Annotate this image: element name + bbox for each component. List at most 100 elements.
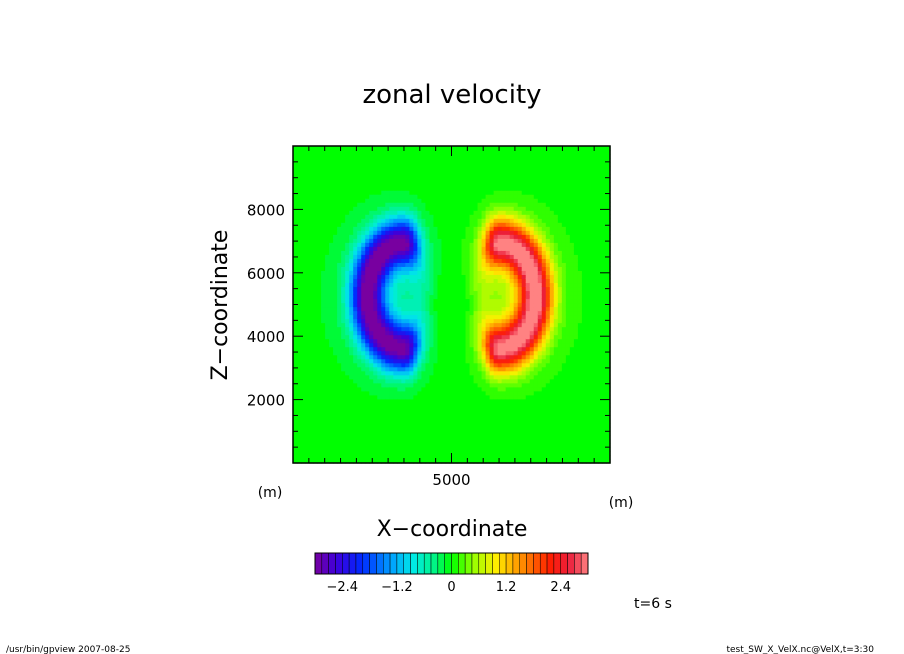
heatmap-cell — [517, 418, 523, 424]
heatmap-cell — [469, 390, 475, 396]
heatmap-cell — [313, 354, 318, 360]
heatmap-cell — [345, 330, 350, 336]
heatmap-cell — [533, 394, 539, 400]
heatmap-cell — [433, 334, 439, 340]
heatmap-cell — [293, 414, 298, 420]
heatmap-cell — [513, 326, 519, 332]
heatmap-cell — [437, 342, 443, 348]
heatmap-cell — [393, 418, 398, 424]
heatmap-cell — [389, 442, 394, 448]
heatmap-cell — [329, 274, 334, 280]
heatmap-cell — [317, 210, 322, 215]
heatmap-cell — [325, 262, 330, 267]
heatmap-cell — [461, 250, 467, 255]
heatmap-cell — [413, 342, 418, 348]
heatmap-cell — [429, 378, 435, 384]
heatmap-cell — [313, 434, 318, 440]
heatmap-cell — [461, 414, 467, 420]
heatmap-cell — [413, 294, 418, 300]
heatmap-cell — [521, 242, 527, 247]
heatmap-cell — [353, 198, 358, 203]
heatmap-cell — [513, 166, 519, 171]
heatmap-cell — [505, 434, 511, 440]
heatmap-cell — [349, 442, 354, 448]
heatmap-cell — [485, 394, 491, 400]
heatmap-cell — [541, 238, 547, 243]
heatmap-cell — [501, 366, 507, 372]
heatmap-cell — [485, 330, 491, 336]
heatmap-cell — [473, 378, 479, 384]
heatmap-cell — [301, 422, 306, 428]
heatmap-cell — [501, 426, 507, 432]
heatmap-cell — [333, 250, 338, 255]
heatmap-cell — [373, 330, 378, 336]
heatmap-cell — [305, 386, 310, 392]
heatmap-cell — [489, 214, 495, 219]
heatmap-cell — [537, 266, 543, 271]
heatmap-cell — [457, 450, 463, 456]
heatmap-cell — [509, 334, 515, 340]
heatmap-cell — [505, 266, 511, 271]
heatmap-cell — [485, 426, 491, 432]
heatmap-cell — [329, 310, 334, 316]
heatmap-cell — [461, 430, 467, 436]
heatmap-cell — [525, 362, 531, 368]
heatmap-cell — [445, 398, 451, 404]
heatmap-cell — [453, 398, 459, 404]
heatmap-cell — [425, 422, 431, 428]
heatmap-cell — [497, 222, 503, 227]
heatmap-cell — [385, 426, 390, 432]
heatmap-cell — [321, 354, 326, 360]
heatmap-cell — [397, 302, 402, 308]
heatmap-cell — [433, 442, 439, 448]
heatmap-cell — [445, 382, 451, 388]
heatmap-cell — [465, 194, 471, 199]
heatmap-cell — [345, 394, 350, 400]
heatmap-cell — [377, 218, 382, 223]
heatmap-cell — [477, 454, 483, 460]
heatmap-cell — [525, 318, 531, 324]
heatmap-cell — [529, 274, 535, 280]
heatmap-cell — [457, 454, 463, 460]
heatmap-cell — [517, 270, 523, 275]
heatmap-cell — [489, 146, 495, 151]
heatmap-cell — [429, 342, 435, 348]
heatmap-cell — [393, 442, 398, 448]
heatmap-cell — [473, 390, 479, 396]
heatmap-cell — [513, 194, 519, 199]
heatmap-cell — [513, 230, 519, 235]
heatmap-cell — [329, 278, 334, 284]
heatmap-cell — [433, 426, 439, 432]
heatmap-cell — [341, 370, 346, 376]
heatmap-cell — [513, 350, 519, 356]
heatmap-cell — [377, 186, 382, 191]
heatmap-cell — [333, 230, 338, 235]
heatmap-cell — [453, 402, 459, 408]
heatmap-cell — [501, 154, 507, 159]
heatmap-cell — [465, 270, 471, 275]
heatmap-cell — [413, 302, 418, 308]
heatmap-cell — [505, 262, 511, 267]
heatmap-cell — [397, 258, 402, 263]
heatmap-cell — [485, 370, 491, 376]
heatmap-cell — [425, 174, 431, 179]
heatmap-cell — [433, 290, 439, 296]
heatmap-cell — [453, 190, 459, 195]
heatmap-cell — [441, 146, 447, 151]
heatmap-cell — [437, 370, 443, 376]
heatmap-cell — [469, 158, 475, 163]
heatmap-cell — [369, 418, 374, 424]
heatmap-cell — [413, 442, 418, 448]
heatmap-cell — [401, 330, 406, 336]
heatmap-cell — [317, 278, 322, 284]
heatmap-cell — [349, 454, 354, 460]
heatmap-cell — [517, 170, 523, 175]
heatmap-cell — [501, 302, 507, 308]
heatmap-cell — [437, 426, 443, 432]
heatmap-cell — [309, 402, 314, 408]
heatmap-cell — [517, 158, 523, 163]
heatmap-cell — [305, 150, 310, 155]
heatmap-cell — [453, 410, 459, 416]
heatmap-cell — [533, 266, 539, 271]
heatmap-cell — [421, 214, 427, 219]
